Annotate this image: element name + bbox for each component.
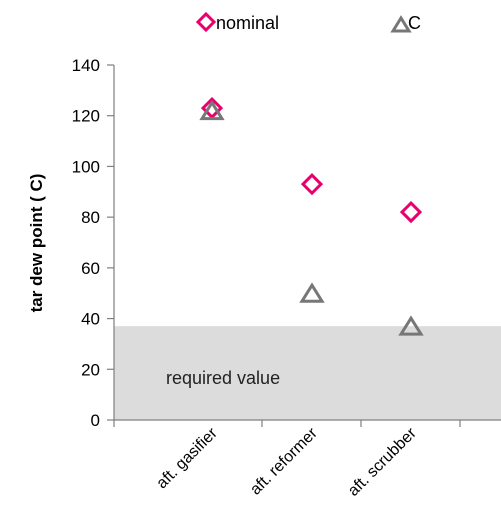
required-value-region [114,326,501,420]
y-tick-label: 80 [81,208,100,227]
legend-label-nominal: nominal [216,13,279,33]
x-axis-ticks [113,420,461,427]
y-tick-label: 20 [81,360,100,379]
y-tick-label: 40 [81,310,100,329]
y-axis-ticks: 0 20 40 60 80 100 120 140 [72,56,114,430]
x-category-label: aft. gasifier [153,424,221,492]
legend-item-c: C [390,13,421,33]
y-tick-label: 100 [72,157,100,176]
legend-marker-diamond [195,11,217,33]
required-value-label: required value [166,368,280,388]
data-point-diamond [300,173,324,196]
x-category-label: aft. reformer [247,424,321,498]
y-tick-label: 60 [81,259,100,278]
data-point-triangle [398,315,424,336]
legend: nominal C [195,11,421,33]
y-tick-label: 120 [72,107,100,126]
data-points [199,96,424,336]
data-point-diamond [200,96,224,120]
data-point-triangle [199,99,225,121]
legend-marker-triangle [390,15,412,33]
x-axis-labels: aft. gasifier aft. reformer aft. scrubber [153,424,420,499]
x-category-label: aft. scrubber [345,424,420,499]
y-tick-label: 0 [91,411,100,430]
data-point-triangle [299,282,325,303]
legend-label-c: C [408,13,421,33]
legend-item-nominal: nominal [195,11,279,33]
y-axis-title: tar dew point ( C) [27,174,46,313]
y-tick-label: 140 [72,56,100,75]
data-point-diamond [399,200,423,224]
